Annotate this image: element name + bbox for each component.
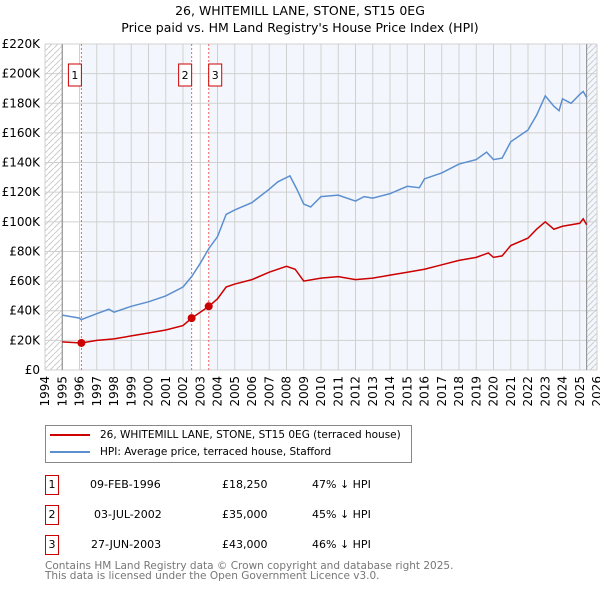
x-tick-label: 2019: [469, 376, 483, 407]
x-tick-label: 2008: [280, 376, 294, 407]
x-tick-label: 2005: [228, 376, 242, 407]
y-tick-label: £140K: [2, 156, 42, 170]
legend-swatch-property: [50, 434, 90, 436]
y-tick-label: £160K: [2, 126, 42, 140]
footer-licence: This data is licensed under the Open Gov…: [45, 570, 380, 582]
x-tick-label: 2016: [418, 376, 432, 407]
x-tick-label: 2001: [159, 376, 173, 407]
sale-label: 3: [212, 69, 219, 82]
y-tick-label: £0: [25, 363, 40, 377]
sale-label: 2: [182, 69, 189, 82]
sale-price: £18,250: [222, 478, 268, 491]
sale-hpi: 47% ↓ HPI: [312, 478, 371, 491]
x-tick-label: 2024: [556, 376, 570, 407]
footer: Contains HM Land Registry data © Crown c…: [45, 560, 454, 582]
x-tick-label: 2000: [142, 376, 156, 407]
x-tick-label: 2018: [452, 376, 466, 407]
price-chart: 1994 1995 1996 1997 1998 1999 2000 2001 2002 2003…: [2, 37, 600, 407]
y-tick-label: £60K: [9, 274, 41, 288]
y-tick-label: £120K: [2, 185, 42, 199]
chart-subtitle: Price paid vs. HM Land Registry's House …: [121, 20, 479, 35]
sale-row: 2 03-JUL-2002 £35,000 45% ↓ HPI: [45, 505, 465, 525]
y-tick-label: £220K: [2, 37, 42, 51]
sale-hpi: 46% ↓ HPI: [312, 538, 371, 551]
hpi-line: [62, 90, 588, 321]
x-tick-label: 2013: [366, 376, 380, 407]
y-tick-label: £80K: [9, 244, 41, 258]
y-tick-label: £180K: [2, 96, 42, 110]
legend-label-hpi: HPI: Average price, terraced house, Staf…: [100, 446, 332, 458]
sale-price: £43,000: [222, 538, 268, 551]
no-data-hatch-right: [586, 44, 597, 370]
x-tick-label: 2023: [538, 376, 552, 407]
sale-point: [204, 302, 213, 311]
x-tick-label: 1998: [107, 376, 121, 407]
chart-title: 26, WHITEMILL LANE, STONE, ST15 0EG: [175, 3, 425, 18]
sale-price: £35,000: [222, 508, 268, 521]
property-price-line: [62, 217, 588, 344]
legend: 26, WHITEMILL LANE, STONE, ST15 0EG (ter…: [45, 425, 412, 463]
legend-label-property: 26, WHITEMILL LANE, STONE, ST15 0EG (ter…: [100, 429, 401, 441]
x-tick-label: 2006: [245, 376, 259, 407]
sale-point: [187, 314, 196, 323]
footer-copyright: Contains HM Land Registry data © Crown c…: [45, 560, 454, 572]
x-tick-label: 2009: [297, 376, 311, 407]
sale-date: 03-JUL-2002: [94, 508, 162, 521]
sale-label-box: [67, 63, 82, 87]
x-tick-label: 2017: [435, 376, 449, 407]
sale-label-box: [208, 63, 223, 87]
x-tick-label: 2025: [573, 376, 587, 407]
y-tick-label: £40K: [9, 304, 41, 318]
x-tick-label: 2011: [331, 376, 345, 407]
x-tick-label: 2002: [176, 376, 190, 407]
x-tick-label: 2012: [349, 376, 363, 407]
sale-badge: 3: [45, 535, 59, 555]
x-tick-label: 1995: [55, 376, 69, 407]
x-tick-label: 2026: [590, 376, 600, 407]
sale-badge: 2: [45, 505, 59, 525]
sale-label-box: [178, 63, 193, 87]
x-tick-label: 2003: [193, 376, 207, 407]
x-tick-label: 2010: [314, 376, 328, 407]
x-tick-label: 2007: [262, 376, 276, 407]
sale-date: 09-FEB-1996: [90, 478, 161, 491]
x-tick-label: 1999: [124, 376, 138, 407]
ownership-shade: [81, 44, 597, 370]
sale-date: 27-JUN-2003: [91, 538, 162, 551]
y-tick-label: £20K: [9, 333, 41, 347]
x-tick-label: 1994: [38, 376, 52, 407]
x-tick-label: 2014: [383, 376, 397, 407]
no-data-hatch-left: [45, 44, 63, 370]
sale-row: 3 27-JUN-2003 £43,000 46% ↓ HPI: [45, 535, 465, 555]
x-tick-label: 2020: [487, 376, 501, 407]
sale-label: 1: [71, 69, 78, 82]
legend-swatch-hpi: [50, 451, 90, 453]
x-tick-label: 1997: [90, 376, 104, 407]
sale-row: 1 09-FEB-1996 £18,250 47% ↓ HPI: [45, 475, 465, 495]
y-tick-label: £200K: [2, 67, 42, 81]
x-tick-label: 1996: [73, 376, 87, 407]
x-tick-label: 2015: [400, 376, 414, 407]
sale-point: [77, 338, 86, 347]
sale-badge: 1: [45, 475, 59, 495]
x-tick-label: 2022: [521, 376, 535, 407]
y-tick-label: £100K: [2, 215, 42, 229]
sale-hpi: 45% ↓ HPI: [312, 508, 371, 521]
x-tick-label: 2021: [504, 376, 518, 407]
x-tick-label: 2004: [211, 376, 225, 407]
